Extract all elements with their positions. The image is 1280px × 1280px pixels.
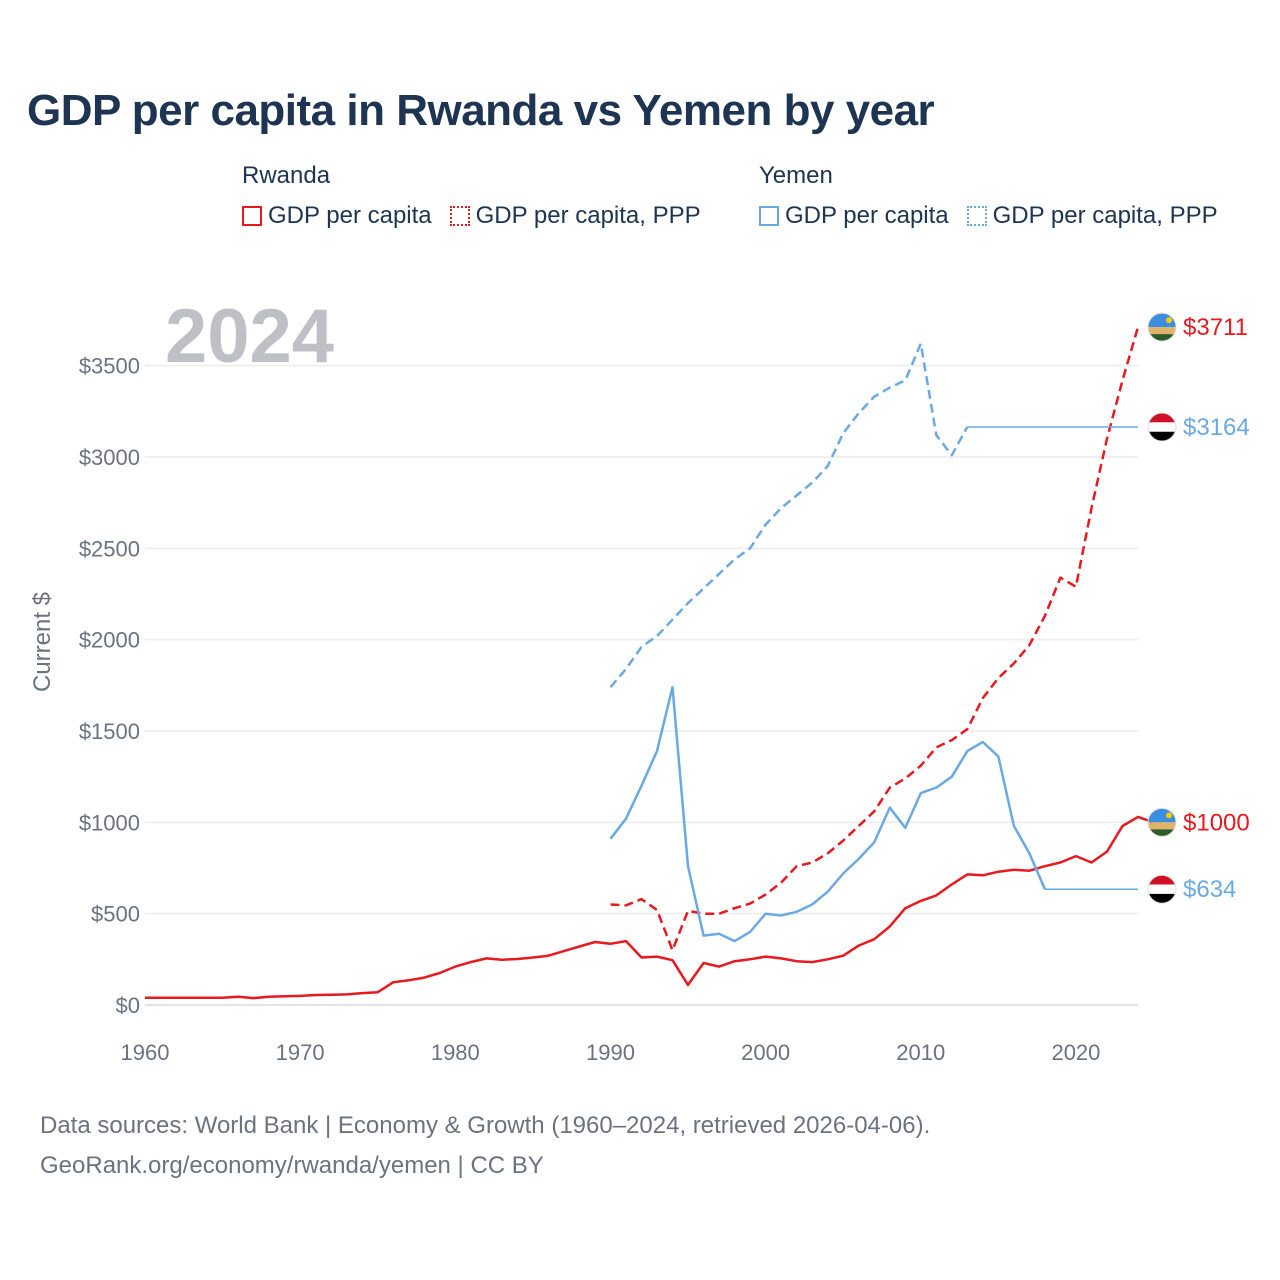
end-label-yemen: $634 — [1183, 876, 1236, 903]
series-line-yemen-gdp[interactable] — [609, 685, 1047, 943]
y-tick-label: $3000 — [79, 445, 140, 470]
y-axis-ticks: $0 $500 $1000 $1500 $2000 $2500 $3000 $3500 — [79, 354, 140, 1018]
y-tick-label: $0 — [116, 993, 140, 1018]
series-line-rwanda-gdp[interactable] — [145, 815, 1154, 1000]
legend-country-yemen: Yemen — [759, 162, 833, 189]
x-tick-label: 2020 — [1051, 1040, 1100, 1065]
y-tick-label: $2000 — [79, 628, 140, 653]
end-label-yemen: $3164 — [1183, 414, 1250, 441]
legend-item-rwanda-gdp-ppp[interactable]: GDP per capita, PPP — [449, 202, 701, 230]
x-tick-label: 1980 — [431, 1040, 480, 1065]
legend-label: GDP per capita, PPP — [475, 202, 701, 229]
y-tick-label: $3500 — [79, 354, 140, 379]
footer-sources: Data sources: World Bank | Economy & Gro… — [40, 1112, 931, 1139]
y-axis-label: Current $ — [29, 592, 56, 692]
x-tick-label: 1960 — [121, 1040, 170, 1065]
legend-label: GDP per capita, PPP — [992, 202, 1218, 229]
end-label-rwanda: $3711 — [1183, 314, 1248, 341]
rwanda-flag-icon — [1147, 312, 1177, 342]
x-axis-ticks: 1960 1970 1980 1990 2000 2010 2020 — [121, 1040, 1101, 1065]
x-tick-label: 2010 — [896, 1040, 945, 1065]
chart-title: GDP per capita in Rwanda vs Yemen by yea… — [27, 86, 935, 135]
yemen-flag-icon — [1147, 412, 1177, 442]
series-line-yemen-ppp[interactable] — [609, 342, 969, 689]
x-tick-label: 2000 — [741, 1040, 790, 1065]
line-chart: $0 $500 $1000 $1500 $2000 $2500 $3000 $3500 196… — [29, 294, 1250, 1065]
y-tick-label: $1000 — [79, 810, 140, 835]
legend-swatch-dotted-blue — [966, 206, 987, 226]
legend-label: GDP per capita — [785, 202, 949, 229]
legend-group-yemen: Yemen GDP per capita GDP per capita, PPP — [759, 162, 1218, 230]
legend-swatch-solid-red — [242, 206, 262, 226]
legend-item-rwanda-gdp[interactable]: GDP per capita — [242, 202, 432, 230]
yemen-flag-icon — [1147, 874, 1177, 904]
legend-swatch-dotted-red — [449, 206, 470, 226]
series-lines — [145, 326, 1154, 1000]
legend-swatch-solid-blue — [759, 206, 779, 226]
series-line-rwanda-ppp[interactable] — [610, 326, 1140, 952]
y-tick-label: $500 — [91, 902, 140, 927]
legend-item-yemen-gdp[interactable]: GDP per capita — [759, 202, 949, 230]
rwanda-flag-icon — [1147, 807, 1177, 837]
end-label-rwanda: $1000 — [1183, 809, 1250, 836]
legend-label: GDP per capita — [268, 202, 432, 229]
x-tick-label: 1970 — [276, 1040, 325, 1065]
year-watermark: 2024 — [165, 294, 334, 379]
legend-country-rwanda: Rwanda — [242, 162, 331, 189]
x-tick-label: 1990 — [586, 1040, 635, 1065]
footer: Data sources: World Bank | Economy & Gro… — [40, 1106, 930, 1186]
y-tick-label: $1500 — [79, 719, 140, 744]
grid-lines — [145, 364, 1138, 1006]
footer-url: GeoRank.org/economy/rwanda/yemen | CC BY — [40, 1152, 544, 1179]
y-tick-label: $2500 — [79, 536, 140, 561]
legend-item-yemen-gdp-ppp[interactable]: GDP per capita, PPP — [966, 202, 1218, 230]
end-labels: $3711 $3164 $1000 $634 — [1147, 312, 1250, 904]
legend-group-rwanda: Rwanda GDP per capita GDP per capita, PP… — [242, 162, 701, 230]
